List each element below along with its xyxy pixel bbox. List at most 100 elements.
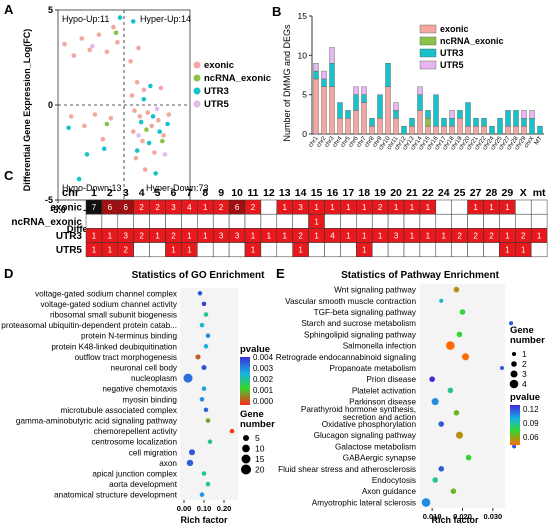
column-header: 29 [502,187,514,199]
term-label: Platelet activation [352,386,417,395]
heat-cell [197,213,214,229]
gene-size-label: 1 [522,349,527,359]
point-utr3 [101,146,107,151]
heat-cell-value: 1 [92,246,97,255]
heat-cell-value: 1 [92,232,97,241]
point-exonic [104,49,110,55]
bubble [203,344,209,349]
heat-cell [165,213,182,229]
column-header: 19 [374,187,386,199]
column-header: 5 [155,187,161,199]
term-label: Salmonella infection [343,342,417,351]
pvalue-tick-label: 0.000 [253,397,274,406]
bar-exonic [313,78,319,135]
bar-exonic [441,125,447,135]
heat-cell-value: 1 [203,203,208,212]
heat-cell [340,213,357,229]
heat-cell [212,242,230,258]
heat-cell [467,213,484,229]
term-label: Fluid shear stress and atherosclerosis [278,465,416,474]
pvalue-tick-label: 0.002 [253,375,274,384]
term-label: protein N-terminus binding [81,332,177,341]
legend-gene-title-2: number [510,335,545,346]
heat-cell-value: 3 [298,203,303,212]
column-header: 2 [107,187,113,199]
bubble [183,373,193,383]
point-exonic [128,59,133,64]
bubble [205,481,211,487]
bar-utr3 [329,63,335,88]
legend-label-exonic: exonic [440,24,469,34]
heat-cell [276,242,293,258]
heat-cell [451,242,468,258]
x-tick-label: chr5 [340,135,352,149]
heat-cell-value: 1 [298,246,303,255]
heat-cell-value: 2 [473,232,478,241]
heat-cell-value: 1 [346,232,351,241]
bubble [453,286,460,293]
x-tick-label: chr9 [372,135,384,149]
legend-dot-exonic [193,61,201,69]
bubble [446,341,455,350]
bar-exonic [361,102,367,135]
bubble [509,321,514,326]
bar-exonic [409,125,415,135]
heat-cell-value: 1 [187,232,192,241]
term-label: ribosomal small subunit biogenesis [50,311,177,320]
panel-b-axes: 051015chr1chr2chr3chr4chr5chr6chr7chr8ch… [298,11,544,151]
term-label: Amyotrophic lateral sclerosis [312,498,416,507]
bar-utr5 [321,70,327,80]
bar-exonic [385,86,391,135]
heat-cell-value: 3 [394,232,399,241]
term-label: Glucagon signaling pathway [314,431,417,440]
bar-exonic [377,118,383,135]
heat-cell-value: 1 [314,203,319,212]
bar-utr3 [529,118,535,135]
heat-cell [387,213,405,229]
legend-gene-title-1: Gene [240,409,264,420]
bar-exonic [513,125,519,135]
point-exonic [130,129,136,134]
heat-cell [324,213,341,229]
heat-cell-value: 1 [108,246,113,255]
bubble [197,291,203,296]
column-header: 10 [231,187,243,199]
bar-utr3 [409,118,415,127]
panel-e: E Statistics of Pathway Enrichment Wnt s… [276,266,545,525]
panel-b: B Number of DMMG and DEGs 0 5 10 15 chr1chr2… [272,4,544,151]
column-header: 15 [311,187,323,199]
point-exonic [152,150,157,155]
heat-cell-value: 1 [489,203,494,212]
legend-swatch-ncrna_exonic [419,36,437,46]
panel-e-letter: E [276,266,285,281]
legend-pvalue-title: pvalue [240,344,270,355]
term-label: myosin binding [122,395,177,404]
y-tick-label: -5 [45,195,53,205]
x-tick-label: chr7 [356,135,368,149]
column-header: mt [533,187,546,199]
heat-cell-value: 1 [362,232,367,241]
bar-utr3 [441,118,447,127]
column-header: 16 [327,187,339,199]
pvalue-tick-label: 0.06 [523,433,539,442]
point-utr3 [148,83,153,89]
bubble [203,407,209,413]
gene-size-dot [511,361,517,367]
heat-cell [483,242,500,258]
bar-utr5 [529,110,535,119]
plot-background [420,284,505,508]
column-header: 17 [343,187,355,199]
heat-cell [101,213,119,229]
bubble [429,376,435,383]
point-exonic [156,117,161,123]
heat-cell-value: 1 [394,203,399,212]
x-tick-label: chr6 [348,135,360,149]
heat-cell [371,213,389,229]
bar-utr3 [465,102,471,127]
heat-cell-value: 1 [283,203,288,212]
bar-utr3 [425,110,431,119]
bar-utr3 [537,125,543,135]
point-exonic [96,32,102,37]
bar-utr3 [417,94,423,111]
bubble [199,492,205,497]
